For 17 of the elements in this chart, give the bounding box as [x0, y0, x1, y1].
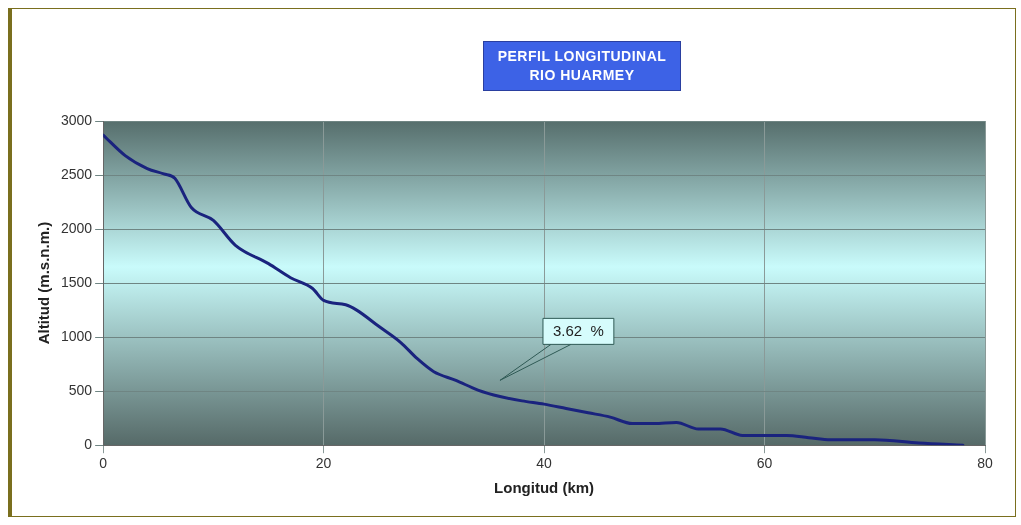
x-axis-title: Longitud (km)	[494, 479, 595, 497]
y-tick-label: 500	[68, 382, 93, 399]
y-tick-label: 3000	[60, 111, 93, 128]
chart-title: PERFIL LONGITUDINAL RIO HUARMEY	[482, 41, 682, 91]
x-tick-label: 40	[536, 455, 553, 472]
annotation: 3.62 %	[552, 321, 604, 339]
y-axis-title: Altitud (m.s.n.m.)	[35, 221, 53, 345]
line-series	[103, 133, 965, 446]
y-tick-label: 2500	[60, 165, 93, 182]
y-tick-label: 1500	[60, 273, 93, 290]
x-tick-label: 60	[756, 455, 773, 472]
x-tick-label: 20	[315, 455, 332, 472]
y-tick-label: 0	[84, 436, 93, 453]
x-tick-label: 80	[977, 455, 993, 472]
y-tick-label: 2000	[60, 219, 93, 236]
x-tick-label: 0	[99, 455, 108, 472]
y-tick-label: 1000	[60, 327, 93, 344]
